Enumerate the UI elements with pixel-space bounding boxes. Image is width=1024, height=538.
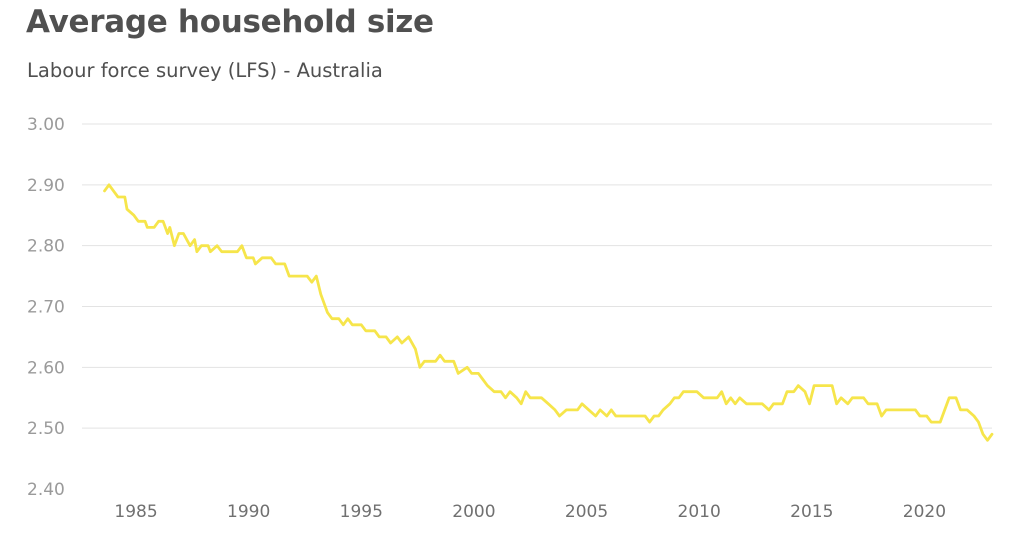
x-tick-label: 2020 [903, 502, 946, 522]
x-tick-label: 2005 [565, 502, 608, 522]
y-tick-label: 2.90 [27, 176, 65, 196]
x-tick-label: 1995 [340, 502, 383, 522]
y-tick-label: 3.00 [27, 115, 65, 135]
series-line [103, 183, 994, 442]
y-tick-label: 2.40 [27, 480, 65, 500]
y-tick-label: 2.70 [27, 298, 65, 318]
y-tick-label: 2.50 [27, 419, 65, 439]
chart-title: Average household size [26, 4, 434, 40]
x-tick-label: 2015 [790, 502, 833, 522]
x-axis-ticks: 1985 1990 1995 2000 2005 2010 2015 2020 [114, 502, 946, 522]
grid-lines [82, 123, 992, 429]
y-tick-label: 2.60 [27, 358, 65, 378]
chart-subtitle: Labour force survey (LFS) - Australia [27, 59, 383, 82]
y-axis-ticks: 2.40 2.50 2.60 2.70 2.80 2.90 3.00 [27, 115, 65, 500]
x-tick-label: 1990 [227, 502, 270, 522]
x-tick-label: 1985 [114, 502, 157, 522]
series-layer [103, 183, 994, 442]
x-tick-label: 2010 [678, 502, 721, 522]
y-tick-label: 2.80 [27, 237, 65, 257]
x-tick-label: 2000 [452, 502, 495, 522]
